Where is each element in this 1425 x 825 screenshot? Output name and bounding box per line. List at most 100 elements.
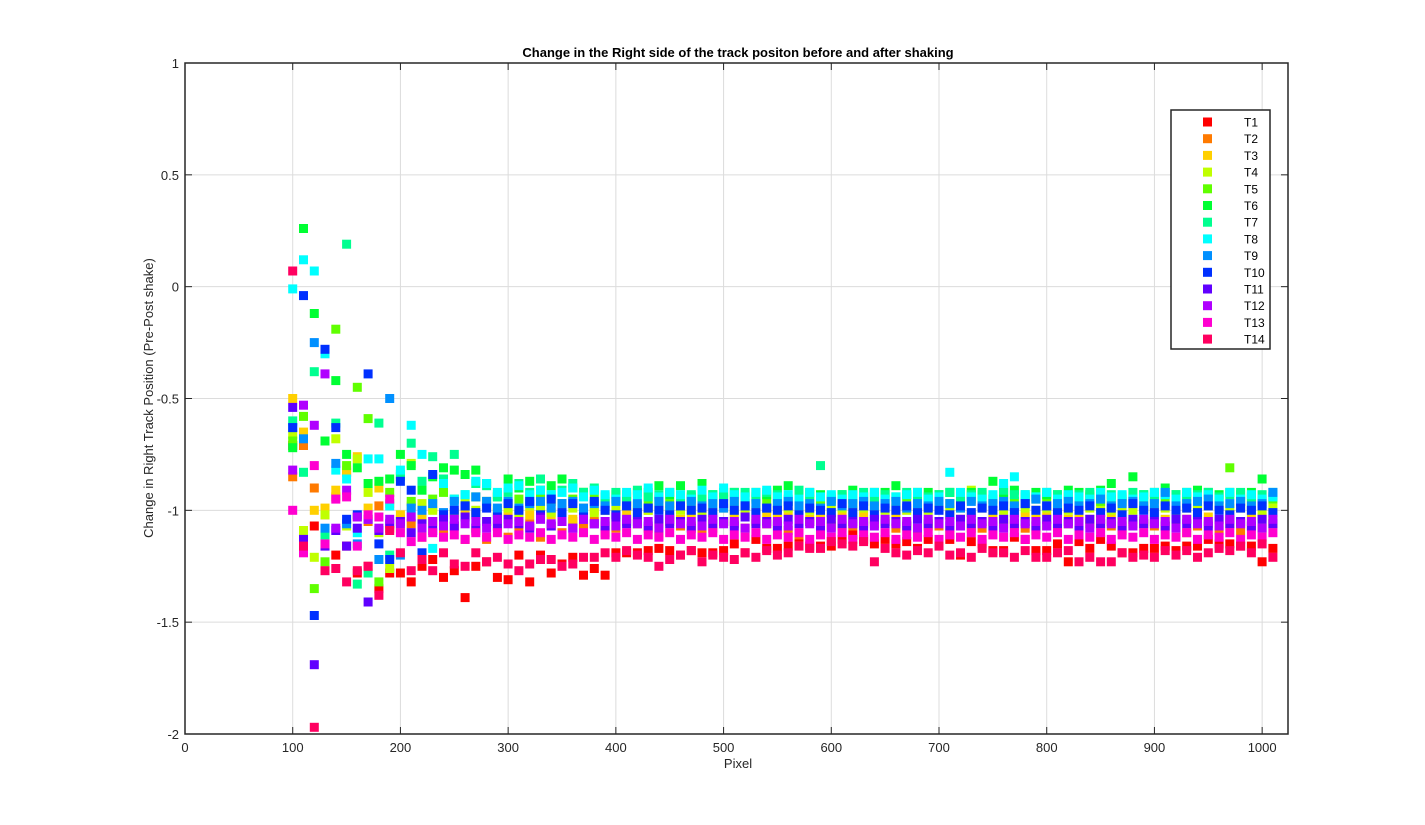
data-point-t11 xyxy=(686,523,696,533)
data-point-t10 xyxy=(1139,505,1149,515)
data-point-t8 xyxy=(923,494,933,504)
data-point-t12 xyxy=(579,514,588,524)
data-point-t1 xyxy=(460,593,470,603)
data-point-t10 xyxy=(385,555,395,564)
data-point-t4 xyxy=(589,508,599,518)
data-point-t13 xyxy=(729,530,739,540)
data-point-t8 xyxy=(729,490,739,500)
data-point-t9 xyxy=(1009,501,1019,511)
data-point-t12 xyxy=(299,400,308,410)
data-point-t14 xyxy=(999,548,1009,558)
data-point-t12 xyxy=(449,514,459,524)
x-tick-label: 600 xyxy=(820,740,842,755)
data-point-t12 xyxy=(762,519,772,529)
data-point-t10 xyxy=(568,499,578,509)
data-point-t13 xyxy=(1063,534,1073,544)
data-point-t1 xyxy=(439,572,448,582)
data-point-t10 xyxy=(525,496,535,506)
data-point-t6 xyxy=(503,474,513,484)
data-point-t1 xyxy=(1085,543,1095,553)
data-point-t13 xyxy=(288,505,298,515)
legend-label: T10 xyxy=(1244,266,1265,280)
data-point-t8 xyxy=(719,483,729,493)
data-point-t3 xyxy=(288,394,298,403)
data-point-t13 xyxy=(568,532,578,542)
data-point-t9 xyxy=(492,503,502,513)
data-point-t14 xyxy=(406,566,416,576)
data-point-t1 xyxy=(966,537,976,547)
data-point-t14 xyxy=(374,590,384,600)
data-point-t14 xyxy=(514,566,524,576)
legend-label: T4 xyxy=(1244,166,1258,180)
data-point-t6 xyxy=(320,436,330,446)
data-point-t10 xyxy=(1085,501,1095,511)
data-point-t11 xyxy=(460,512,470,522)
data-point-t14 xyxy=(934,541,944,551)
data-point-t9 xyxy=(1225,499,1235,509)
y-tick-label: -1 xyxy=(167,503,179,518)
data-point-t13 xyxy=(1042,532,1052,542)
data-point-t13 xyxy=(1149,534,1159,544)
data-point-t9 xyxy=(891,496,901,506)
data-point-t12 xyxy=(1182,514,1192,524)
data-point-t12 xyxy=(331,523,341,533)
data-point-t9 xyxy=(579,503,588,513)
data-point-t6 xyxy=(654,481,664,491)
data-point-t13 xyxy=(654,532,664,542)
data-point-t10 xyxy=(999,501,1009,511)
data-point-t1 xyxy=(1257,557,1267,567)
data-point-t10 xyxy=(514,505,524,515)
data-point-t14 xyxy=(1031,552,1041,562)
data-point-t10 xyxy=(320,344,330,354)
data-point-t8 xyxy=(783,490,793,500)
data-point-t6 xyxy=(309,309,319,318)
data-point-t13 xyxy=(1096,528,1106,538)
data-point-t4 xyxy=(288,429,298,439)
data-point-t14 xyxy=(525,559,535,569)
data-point-t1 xyxy=(783,541,793,551)
data-point-t8 xyxy=(525,490,535,500)
data-point-t14 xyxy=(546,555,556,564)
data-point-t14 xyxy=(331,564,341,573)
data-point-t9 xyxy=(546,503,556,513)
data-point-t6 xyxy=(1106,479,1116,488)
data-point-t12 xyxy=(794,514,804,524)
data-point-t13 xyxy=(395,528,405,538)
data-point-t11 xyxy=(449,521,459,531)
data-point-t10 xyxy=(546,494,556,504)
data-point-t13 xyxy=(600,530,610,540)
x-tick-label: 800 xyxy=(1036,740,1058,755)
data-point-t6 xyxy=(299,224,308,233)
data-point-t12 xyxy=(880,514,890,524)
data-point-t11 xyxy=(299,534,308,544)
legend-item-t8: T8 xyxy=(1203,232,1258,246)
data-point-t13 xyxy=(880,528,890,538)
data-point-t8 xyxy=(385,501,395,511)
data-point-t14 xyxy=(783,548,793,558)
legend-label: T6 xyxy=(1244,199,1258,213)
data-point-t9 xyxy=(1203,494,1213,504)
data-point-t8 xyxy=(665,487,675,497)
legend-item-t2: T2 xyxy=(1203,132,1258,146)
data-point-t10 xyxy=(1193,508,1202,518)
data-point-t7 xyxy=(309,367,319,377)
data-point-t14 xyxy=(1128,552,1138,562)
data-point-t8 xyxy=(848,490,858,500)
data-point-t8 xyxy=(428,543,438,553)
data-point-t11 xyxy=(826,514,836,524)
data-point-t7 xyxy=(428,452,438,462)
data-point-t7 xyxy=(342,239,352,249)
data-point-t1 xyxy=(309,521,319,531)
data-point-t12 xyxy=(632,519,642,529)
data-point-t14 xyxy=(859,537,869,547)
legend-item-t1: T1 xyxy=(1203,116,1258,130)
legend-item-t9: T9 xyxy=(1203,249,1258,263)
data-point-t14 xyxy=(869,557,879,567)
data-point-t2 xyxy=(1236,526,1246,535)
data-point-t9 xyxy=(1193,496,1202,506)
axis-ticks: 0 100 200 300 400 500 600 700 800 900 1000 1 0.5 0 -0.… xyxy=(157,56,1288,755)
data-point-t3 xyxy=(363,503,373,513)
data-point-t12 xyxy=(719,519,729,529)
data-point-t14 xyxy=(363,561,373,571)
data-point-t14 xyxy=(611,552,621,562)
